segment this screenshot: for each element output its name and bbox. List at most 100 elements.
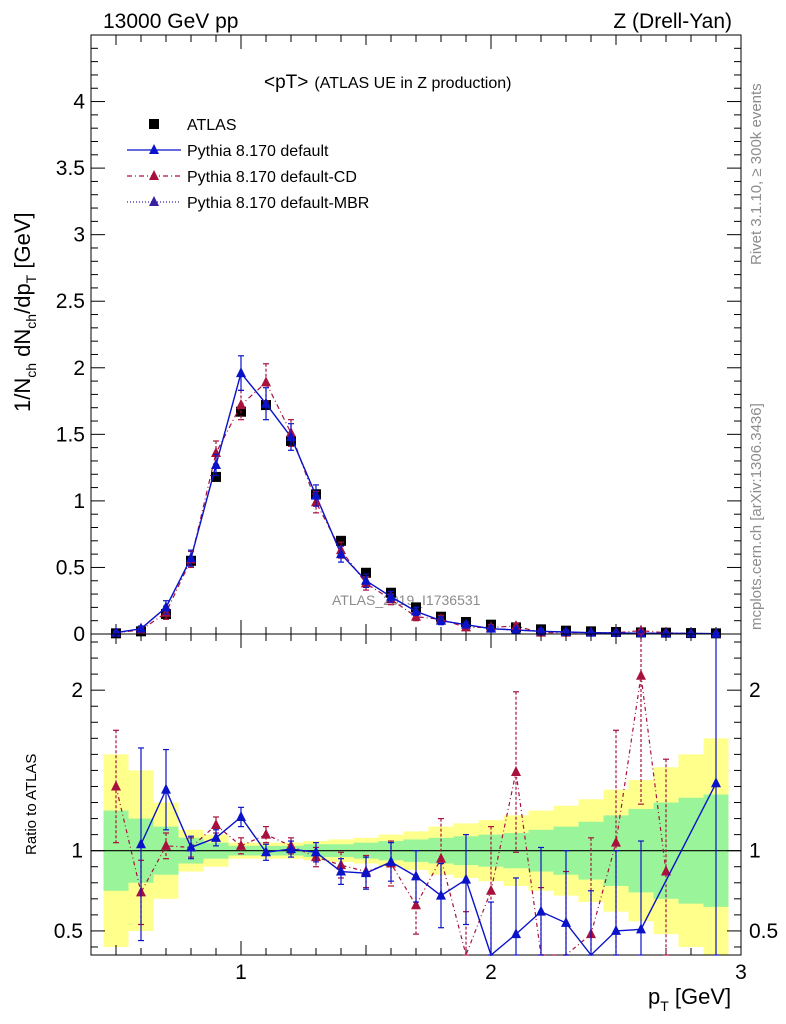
y-tick-label: 0	[73, 623, 85, 646]
y-tick-label: 1	[71, 840, 83, 863]
legend-marker	[149, 144, 159, 154]
ratio-default-point	[611, 924, 621, 935]
series-default-point	[486, 622, 496, 633]
atlas-point	[336, 535, 346, 546]
legend-marker	[149, 170, 159, 180]
main-panel: 0 0.5 1 1.5 2 2.5 3 3.5 4	[56, 34, 742, 646]
ratio-default-point	[261, 846, 271, 857]
ratio-default-point	[636, 923, 646, 934]
ratio-cd-point	[636, 669, 646, 680]
ratio-cd-point	[511, 766, 521, 777]
x-tick-label: 2	[485, 961, 497, 984]
y-axis-label-main: 1/Nch dNch/dpT [GeV]	[10, 212, 39, 412]
ratio-cd-point	[236, 839, 246, 850]
ratio-cd-point	[611, 836, 621, 847]
ratio-default-point	[386, 855, 396, 866]
x-axis-label: pT [GeV]	[648, 984, 731, 1014]
chart-title: <pT> (ATLAS UE in Z production)	[264, 72, 511, 93]
y-tick-label: 0.5	[56, 556, 85, 579]
ratio-cd-point	[161, 839, 171, 850]
ratio-default-point	[286, 843, 296, 854]
series-cd-point	[261, 376, 271, 387]
series-default-point	[511, 624, 521, 635]
ratio-default-point	[561, 916, 571, 927]
ratio-default-point	[161, 783, 171, 794]
ratio-default-point	[311, 846, 321, 857]
series-default-point	[711, 627, 721, 638]
ratio-default-point	[186, 841, 196, 852]
series-default-point	[336, 548, 346, 559]
series-default-point	[661, 627, 671, 638]
ratio-cd-point	[661, 865, 671, 876]
series-default-point	[411, 605, 421, 616]
series-default-point	[211, 458, 221, 469]
series-default-point	[461, 618, 471, 629]
y-tick-label: 4	[73, 91, 85, 114]
y-tick-label: 2	[73, 357, 85, 380]
atlas-point	[361, 567, 371, 578]
ratio-default-point	[511, 928, 521, 939]
ratio-default-point	[211, 831, 221, 842]
ratio-default-point	[711, 777, 721, 788]
ratio-panel: 1 2 30.5 0.51 12 2	[54, 633, 778, 984]
series-default-point	[436, 614, 446, 625]
series-default-point	[261, 397, 271, 408]
legend-label: ATLAS	[187, 117, 237, 134]
y-tick-label: 3	[73, 224, 85, 247]
y-tick-label-right: 2	[749, 679, 761, 702]
ratio-cd-point	[261, 828, 271, 839]
ratio-default-point	[236, 810, 246, 821]
legend-marker-atlas	[149, 119, 159, 129]
y-tick-label: 0.5	[54, 920, 83, 943]
series-default-point	[286, 430, 296, 441]
legend-marker	[149, 196, 159, 206]
series-cd-point	[236, 399, 246, 410]
ratio-default-point	[436, 889, 446, 900]
series-default-point	[636, 627, 646, 638]
ratio-default-point	[361, 867, 371, 878]
y-tick-label: 1.5	[56, 423, 85, 446]
ratio-default-point	[136, 838, 146, 849]
mcplots-label: mcplots.cern.ch [arXiv:1306.3436]	[748, 403, 765, 630]
y-tick-label-right: 0.5	[749, 920, 778, 943]
series-default-point	[311, 489, 321, 500]
series-default-point	[186, 552, 196, 563]
ratio-cd-point	[111, 780, 121, 791]
y-tick-label: 3.5	[56, 157, 85, 180]
y-tick-label: 1	[73, 490, 85, 513]
header-right: Z (Drell-Yan)	[613, 10, 732, 33]
ratio-default-point	[411, 870, 421, 881]
y-tick-label: 2.5	[56, 290, 85, 313]
rivet-label: Rivet 3.1.10, ≥ 300k events	[748, 83, 765, 265]
header-left: 13000 GeV pp	[103, 10, 238, 33]
legend-label: Pythia 8.170 default	[187, 143, 329, 160]
y-axis-label-ratio: Ratio to ATLAS	[23, 754, 40, 855]
series-default-point	[236, 367, 246, 378]
ratio-cd-point	[411, 899, 421, 910]
series-default-point	[686, 627, 696, 638]
ratio-cd-point	[436, 852, 446, 863]
y-tick-label-right: 1	[749, 840, 761, 863]
ratio-cd-line	[115, 675, 667, 957]
series-default-point	[536, 625, 546, 636]
x-tick-label: 3	[735, 961, 747, 984]
series-default-point	[136, 622, 146, 633]
atlas-point	[211, 471, 221, 482]
ratio-default-point	[536, 905, 546, 916]
series-default-point	[161, 601, 171, 612]
ratio-default-line	[140, 782, 717, 957]
series-default-point	[361, 574, 371, 585]
ratio-cd-point	[486, 884, 496, 895]
ratio-default-point	[461, 873, 471, 884]
legend: ATLAS Pythia 8.170 default Pythia 8.170 de…	[127, 117, 369, 212]
legend-label: Pythia 8.170 default-CD	[187, 169, 357, 186]
legend-label: Pythia 8.170 default-MBR	[187, 195, 369, 212]
ratio-default-point	[336, 865, 346, 876]
watermark: ATLAS_2019_I1736531	[332, 592, 481, 608]
y-tick-label: 2	[71, 679, 83, 702]
series-default-point	[386, 590, 396, 601]
ratio-cd-point	[211, 818, 221, 829]
y-axis-label-main-text: 1/Nch dNch/dpT [GeV]	[10, 212, 39, 412]
x-tick-label: 1	[235, 961, 247, 984]
